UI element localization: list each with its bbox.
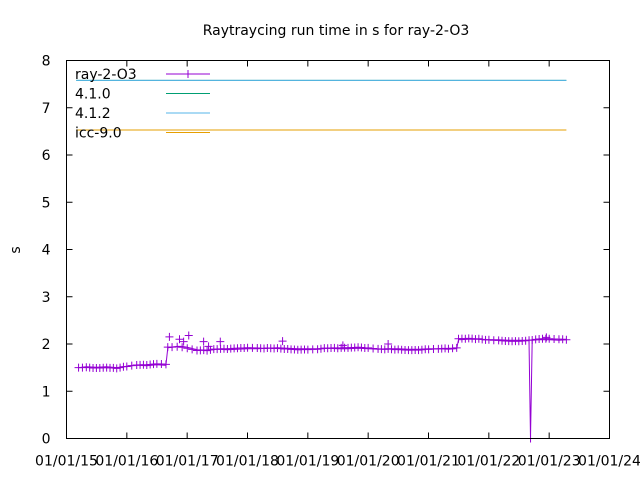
data-point: [528, 335, 537, 344]
data-point: [364, 343, 373, 352]
data-point: [142, 361, 151, 370]
data-point: [188, 345, 197, 354]
axis-ticks: 01234567801/01/1501/01/1601/01/1701/01/1…: [35, 54, 640, 470]
data-point: [112, 364, 121, 373]
data-point: [452, 343, 461, 352]
legend-label: 4.1.0: [75, 87, 111, 103]
data-point: [183, 344, 192, 353]
data-point: [165, 332, 174, 341]
x-tick-label: 01/01/22: [457, 454, 520, 470]
chart-title: Raytraycing run time in s for ray-2-O3: [203, 23, 470, 39]
x-tick-label: 01/01/15: [35, 454, 98, 470]
data-point: [542, 333, 551, 342]
y-tick-label: 4: [42, 243, 51, 259]
data-point: [521, 336, 530, 345]
data-point: [179, 337, 188, 346]
x-tick-label: 01/01/19: [276, 454, 339, 470]
data-point: [206, 345, 215, 354]
x-tick-label: 01/01/16: [95, 454, 158, 470]
y-tick-label: 6: [42, 148, 51, 164]
y-tick-label: 5: [42, 195, 51, 211]
x-tick-label: 01/01/20: [337, 454, 400, 470]
y-axis-label: s: [8, 246, 24, 253]
data-point: [444, 344, 453, 353]
data-point: [273, 344, 282, 353]
data-point: [204, 342, 213, 351]
data-point: [278, 337, 287, 346]
data-point: [203, 346, 212, 355]
data-point: [562, 335, 571, 344]
x-tick-label: 01/01/24: [578, 454, 640, 470]
legend-label: ray-2-O3: [75, 67, 137, 83]
y-tick-label: 7: [42, 101, 51, 117]
x-tick-label: 01/01/23: [518, 454, 581, 470]
y-tick-label: 2: [42, 337, 51, 353]
legend: ray-2-O3 4.1.0 4.1.2 icc-9.0: [75, 67, 210, 142]
plot-frame: [66, 60, 610, 439]
data-point: [474, 334, 483, 343]
data-point: [184, 331, 193, 340]
data-point: [116, 363, 125, 372]
data-point: [161, 360, 170, 369]
data-point: [127, 361, 136, 370]
y-tick-label: 8: [42, 54, 51, 70]
legend-label: icc-9.0: [75, 126, 122, 142]
data-point: [338, 341, 347, 350]
x-tick-label: 01/01/21: [397, 454, 460, 470]
y-tick-label: 0: [42, 432, 51, 448]
data-point: [178, 343, 187, 352]
x-tick-label: 01/01/17: [156, 454, 219, 470]
legend-label: 4.1.2: [75, 106, 111, 122]
y-tick-label: 1: [42, 384, 51, 400]
data-point: [184, 70, 192, 78]
data-point: [122, 362, 131, 371]
data-point: [216, 337, 225, 346]
series-layer: [74, 79, 571, 443]
data-point: [478, 335, 487, 344]
data-point: [384, 340, 393, 348]
data-point: [175, 335, 184, 344]
series-line-ray-2-o3: [78, 338, 567, 439]
x-tick-label: 01/01/18: [216, 454, 279, 470]
data-point: [316, 344, 325, 353]
data-point: [109, 363, 118, 372]
y-tick-label: 3: [42, 290, 51, 306]
data-point: [199, 337, 208, 346]
data-point: [313, 345, 322, 354]
